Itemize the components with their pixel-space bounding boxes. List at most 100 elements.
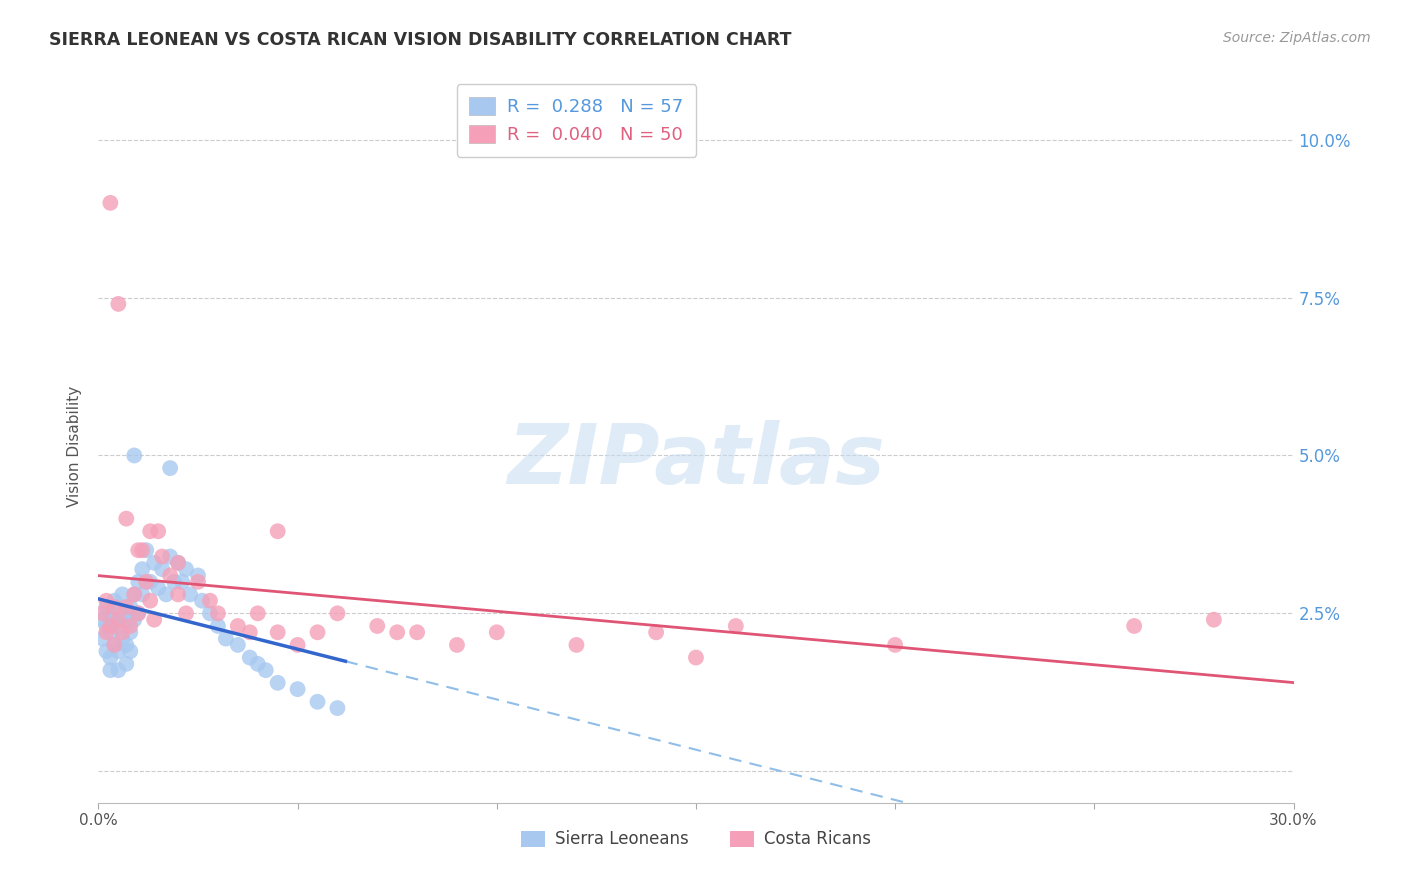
Point: [150, 549, 173, 564]
Point: [267, 524, 290, 539]
Point: [127, 543, 149, 558]
Point: [174, 562, 197, 576]
Point: [111, 587, 134, 601]
Point: [139, 574, 162, 589]
Point: [98, 607, 122, 621]
Point: [143, 613, 166, 627]
Point: [124, 613, 146, 627]
Point: [115, 613, 138, 627]
Point: [111, 607, 134, 621]
Point: [267, 625, 290, 640]
Point: [187, 568, 209, 582]
Point: [103, 638, 125, 652]
Point: [98, 619, 122, 633]
Point: [207, 607, 229, 621]
Point: [103, 600, 125, 615]
Point: [198, 607, 221, 621]
Point: [685, 650, 707, 665]
Point: [139, 524, 162, 539]
Point: [167, 556, 190, 570]
Point: [115, 638, 138, 652]
Point: [207, 619, 229, 633]
Point: [172, 574, 194, 589]
Point: [131, 587, 153, 601]
Point: [226, 638, 249, 652]
Point: [96, 644, 118, 658]
Point: [96, 600, 118, 615]
Point: [139, 593, 162, 607]
Point: [107, 663, 129, 677]
Point: [131, 562, 153, 576]
Point: [198, 593, 221, 607]
Point: [159, 549, 181, 564]
Point: [246, 657, 269, 671]
Point: [124, 449, 146, 463]
Point: [187, 574, 209, 589]
Point: [115, 600, 138, 615]
Point: [127, 607, 149, 621]
Point: [406, 625, 429, 640]
Point: [124, 587, 146, 601]
Point: [120, 644, 142, 658]
Point: [215, 632, 238, 646]
Point: [239, 650, 262, 665]
Point: [267, 675, 290, 690]
Point: [163, 574, 186, 589]
Text: SIERRA LEONEAN VS COSTA RICAN VISION DISABILITY CORRELATION CHART: SIERRA LEONEAN VS COSTA RICAN VISION DIS…: [49, 31, 792, 49]
Point: [239, 625, 262, 640]
Point: [96, 593, 118, 607]
Point: [307, 695, 329, 709]
Point: [120, 625, 142, 640]
Point: [485, 625, 508, 640]
Point: [120, 619, 142, 633]
Point: [645, 625, 668, 640]
Point: [148, 524, 170, 539]
Point: [326, 607, 349, 621]
Point: [254, 663, 277, 677]
Point: [115, 511, 138, 525]
Point: [287, 682, 309, 697]
Point: [91, 613, 114, 627]
Point: [159, 461, 181, 475]
Point: [127, 574, 149, 589]
Point: [120, 600, 142, 615]
Point: [107, 619, 129, 633]
Point: [91, 607, 114, 621]
Point: [107, 613, 129, 627]
Point: [1202, 613, 1225, 627]
Point: [98, 650, 122, 665]
Point: [446, 638, 468, 652]
Point: [150, 562, 173, 576]
Point: [174, 607, 197, 621]
Point: [135, 574, 157, 589]
Point: [159, 568, 181, 582]
Point: [167, 587, 190, 601]
Point: [179, 587, 201, 601]
Text: Source: ZipAtlas.com: Source: ZipAtlas.com: [1223, 31, 1371, 45]
Point: [565, 638, 588, 652]
Point: [107, 297, 129, 311]
Point: [366, 619, 388, 633]
Legend: Sierra Leoneans, Costa Ricans: Sierra Leoneans, Costa Ricans: [515, 824, 877, 855]
Point: [115, 657, 138, 671]
Point: [326, 701, 349, 715]
Point: [96, 625, 118, 640]
Point: [111, 625, 134, 640]
Point: [124, 587, 146, 601]
Point: [167, 556, 190, 570]
Point: [96, 619, 118, 633]
Point: [103, 638, 125, 652]
Point: [127, 607, 149, 621]
Point: [724, 619, 747, 633]
Point: [246, 607, 269, 621]
Point: [155, 587, 177, 601]
Point: [191, 593, 214, 607]
Point: [98, 195, 122, 210]
Point: [226, 619, 249, 633]
Point: [1123, 619, 1146, 633]
Point: [111, 632, 134, 646]
Point: [98, 663, 122, 677]
Point: [385, 625, 409, 640]
Point: [91, 632, 114, 646]
Point: [107, 644, 129, 658]
